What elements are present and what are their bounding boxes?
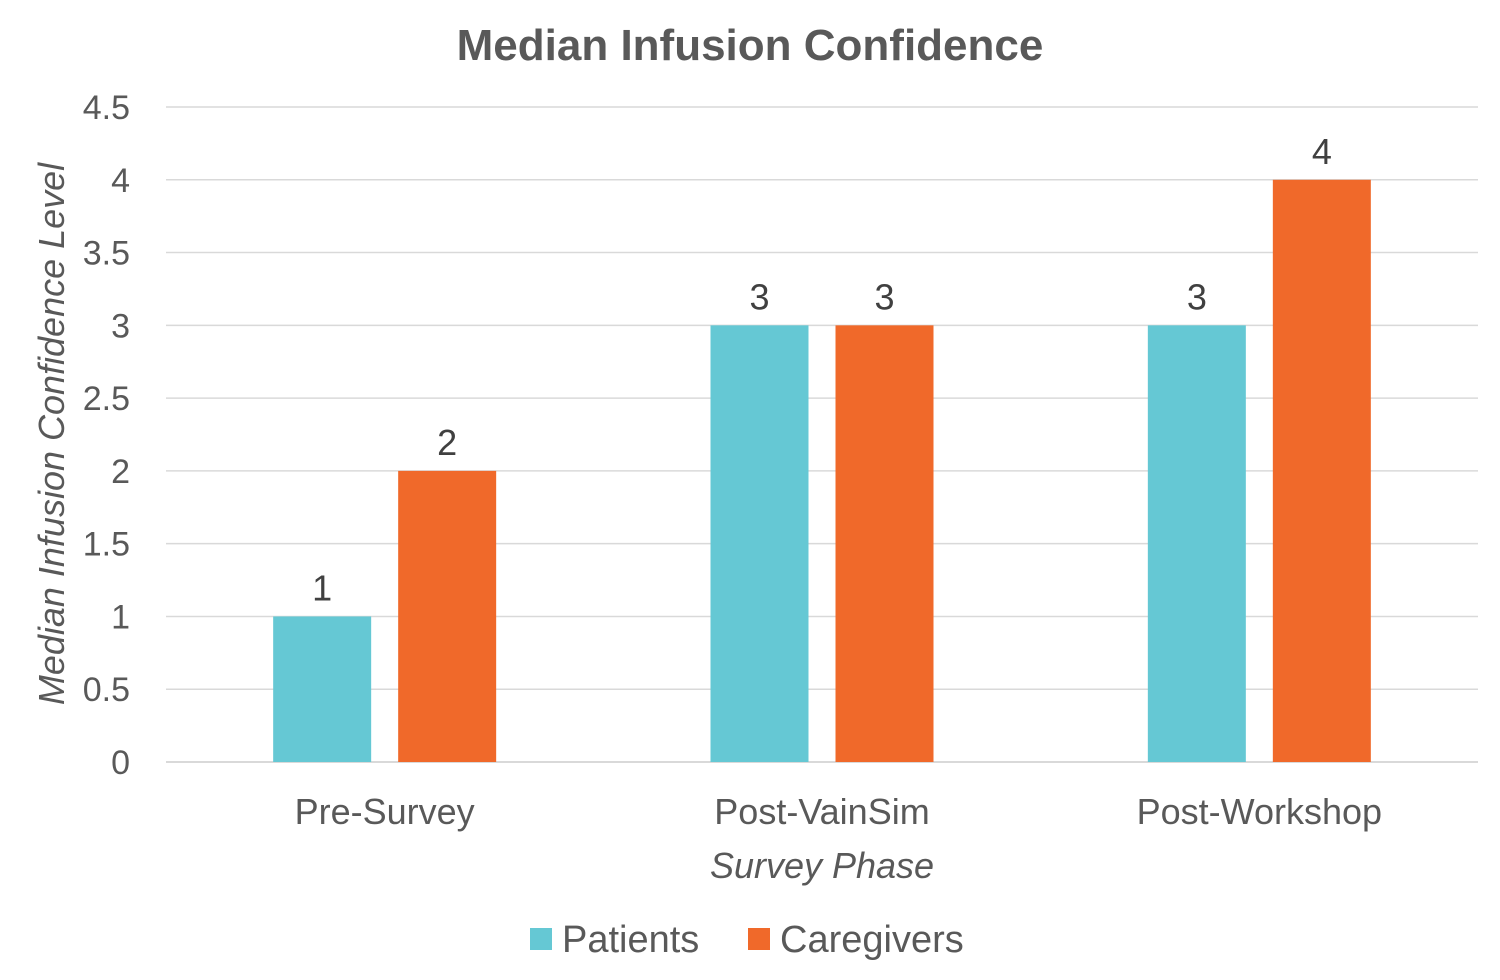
y-tick-label: 1.5 [83, 526, 130, 564]
y-tick-label: 4.5 [83, 89, 130, 127]
y-axis-title: Median Infusion Confidence Level [31, 162, 72, 705]
x-category-label: Post-VainSim [714, 791, 929, 832]
x-category-label: Pre-Survey [295, 791, 475, 832]
data-label: 3 [874, 276, 894, 317]
x-axis-title: Survey Phase [710, 845, 934, 886]
y-axis-ticks: 0 0.5 1 1.5 2 2.5 3 3.5 4 4.5 [83, 89, 130, 782]
x-axis-categories: Pre-Survey Post-VainSim Post-Workshop [295, 791, 1382, 832]
y-tick-label: 3.5 [83, 235, 130, 273]
x-category-label: Post-Workshop [1137, 791, 1382, 832]
legend-label-caregivers: Caregivers [780, 919, 964, 961]
y-tick-label: 2 [111, 453, 130, 491]
bar-caregivers-post-vainsim [835, 325, 934, 762]
bar-patients-pre-survey [273, 616, 372, 762]
y-tick-label: 3 [111, 307, 130, 345]
legend-label-patients: Patients [562, 919, 699, 961]
y-tick-label: 0.5 [83, 671, 130, 709]
legend: Patients Caregivers [530, 919, 964, 961]
bars [273, 179, 1371, 762]
chart-title: Median Infusion Confidence [457, 21, 1044, 70]
bar-patients-post-vainsim [710, 325, 809, 762]
bar-caregivers-post-workshop [1272, 179, 1371, 762]
data-labels: 1 2 3 3 3 4 [312, 131, 1332, 609]
gridlines [166, 106, 1478, 763]
data-label: 2 [437, 422, 457, 463]
y-tick-label: 0 [111, 744, 130, 782]
legend-swatch-patients [530, 928, 552, 950]
y-tick-label: 1 [111, 598, 130, 636]
data-label: 3 [749, 276, 769, 317]
data-label: 4 [1312, 131, 1332, 172]
legend-swatch-caregivers [748, 928, 770, 950]
y-tick-label: 4 [111, 162, 130, 200]
data-label: 3 [1187, 276, 1207, 317]
bar-caregivers-pre-survey [398, 470, 497, 762]
bar-patients-post-workshop [1147, 325, 1246, 762]
y-tick-label: 2.5 [83, 380, 130, 418]
data-label: 1 [312, 567, 332, 608]
